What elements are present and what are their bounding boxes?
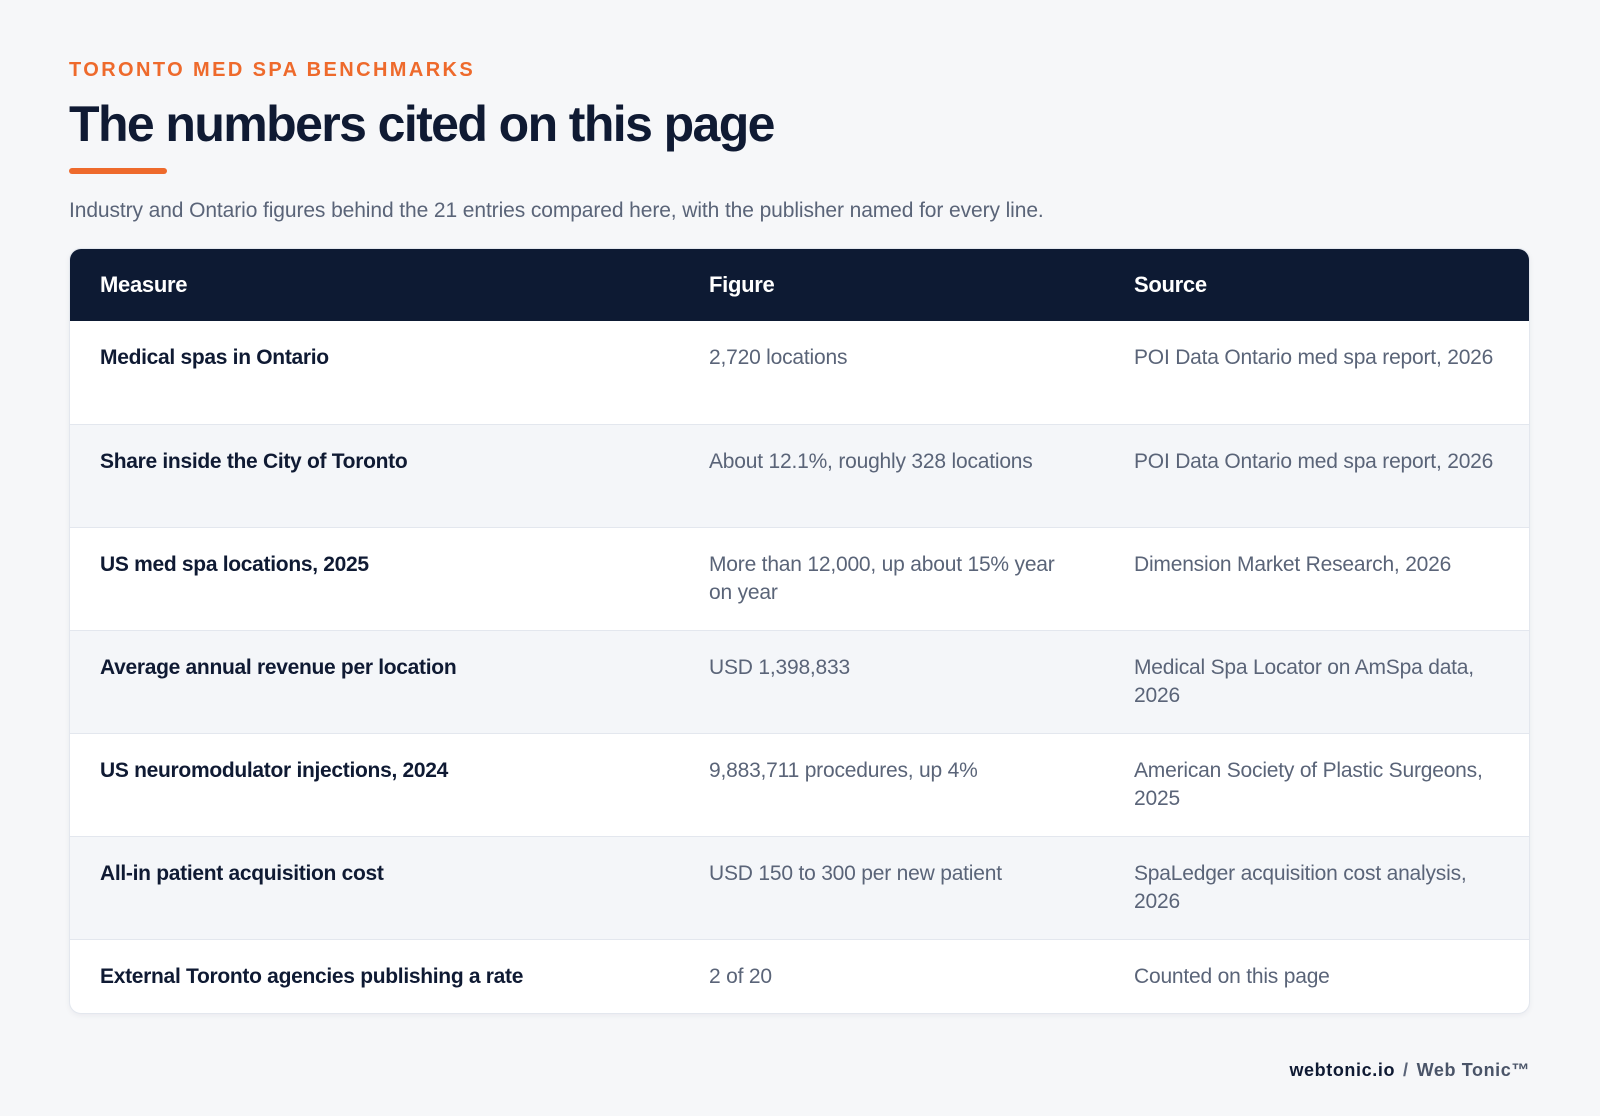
cell-source: American Society of Plastic Surgeons, 20… — [1134, 759, 1483, 810]
column-header-measure: Measure — [100, 272, 188, 297]
cell-figure: USD 1,398,833 — [709, 656, 850, 679]
table-header: Measure Figure Source — [70, 249, 1529, 321]
footer-separator: / — [1403, 1060, 1409, 1080]
column-header-source: Source — [1134, 272, 1207, 297]
table-row: External Toronto agencies publishing a r… — [70, 939, 1529, 1013]
cell-figure: 2,720 locations — [709, 346, 848, 369]
cell-measure: Medical spas in Ontario — [100, 346, 329, 369]
cell-source: Medical Spa Locator on AmSpa data, 2026 — [1134, 656, 1474, 707]
accent-underline — [69, 168, 167, 174]
table-row: US neuromodulator injections, 2024 9,883… — [70, 733, 1529, 836]
table-row: All-in patient acquisition cost USD 150 … — [70, 836, 1529, 939]
cell-source: SpaLedger acquisition cost analysis, 202… — [1134, 862, 1467, 913]
table-row: Medical spas in Ontario 2,720 locations … — [70, 321, 1529, 424]
cell-measure: US med spa locations, 2025 — [100, 553, 369, 576]
cell-source: Counted on this page — [1134, 965, 1330, 988]
table-row: US med spa locations, 2025 More than 12,… — [70, 527, 1529, 630]
table-row: Average annual revenue per location USD … — [70, 630, 1529, 733]
table-row: Share inside the City of Toronto About 1… — [70, 424, 1529, 527]
page-subtitle: Industry and Ontario figures behind the … — [69, 199, 1044, 222]
cell-measure: Average annual revenue per location — [100, 656, 457, 679]
cell-source: Dimension Market Research, 2026 — [1134, 553, 1452, 576]
cell-source: POI Data Ontario med spa report, 2026 — [1134, 346, 1494, 369]
cell-figure: 9,883,711 procedures, up 4% — [709, 759, 978, 782]
cell-measure: External Toronto agencies publishing a r… — [100, 965, 524, 988]
footer-brand: Web Tonic™ — [1416, 1060, 1530, 1080]
cell-figure: USD 150 to 300 per new patient — [709, 862, 1002, 885]
cell-measure: US neuromodulator injections, 2024 — [100, 759, 449, 782]
cell-figure: 2 of 20 — [709, 965, 772, 988]
cell-figure: About 12.1%, roughly 328 locations — [709, 450, 1033, 473]
benchmarks-table: Measure Figure Source Medical spas in On… — [69, 248, 1530, 1014]
cell-measure: All-in patient acquisition cost — [100, 862, 384, 885]
footer-domain: webtonic.io — [1289, 1060, 1396, 1080]
cell-source: POI Data Ontario med spa report, 2026 — [1134, 450, 1494, 473]
cell-measure: Share inside the City of Toronto — [100, 450, 408, 473]
eyebrow-label: TORONTO MED SPA BENCHMARKS — [69, 59, 476, 81]
table-body: Medical spas in Ontario 2,720 locations … — [70, 321, 1529, 1013]
column-header-figure: Figure — [709, 272, 775, 297]
page-title: The numbers cited on this page — [69, 96, 775, 152]
footer-credit: webtonic.io / Web Tonic™ — [1289, 1060, 1530, 1081]
cell-figure: More than 12,000, up about 15% year on y… — [709, 553, 1055, 604]
